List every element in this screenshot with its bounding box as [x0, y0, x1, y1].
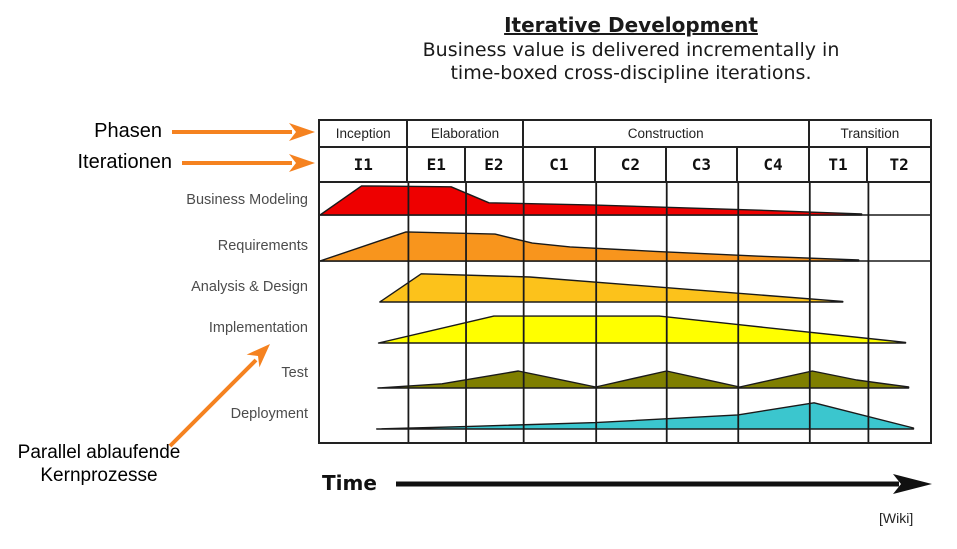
phases-arrow-icon [172, 123, 315, 141]
hump-test [377, 370, 910, 389]
iteration-cell-c4: C4 [738, 148, 810, 183]
hump-deployment [376, 402, 915, 430]
parallel-annotation-line2: Kernprozesse [40, 465, 158, 486]
phases-annotation-label: Phasen [94, 120, 162, 142]
hump-analysis-design [379, 273, 844, 303]
iteration-cell-c1: C1 [523, 148, 597, 183]
iterations-arrow-icon [182, 154, 315, 172]
hump-business-modeling [320, 185, 863, 216]
title-block: Iterative Development Business value is … [322, 12, 940, 85]
iteration-header-row: I1 E1 E2 C1 C2 C3 C4 T1 T2 [320, 148, 930, 183]
discipline-label-implementation: Implementation [208, 320, 308, 336]
iteration-cell-c3: C3 [666, 148, 739, 183]
time-axis-label: Time [322, 471, 377, 495]
page-title: Iterative Development [504, 13, 758, 37]
iteration-cell-t2: T2 [868, 148, 930, 183]
iteration-cell-e1: E1 [408, 148, 467, 183]
time-arrow-icon [396, 474, 932, 494]
iteration-cell-c2: C2 [596, 148, 667, 183]
parallel-arrow-icon [168, 344, 270, 448]
phase-cell-construction: Construction [523, 121, 810, 148]
parallel-annotation-line1: Parallel ablaufende [17, 442, 181, 463]
discipline-label-analysis-design: Analysis & Design [191, 279, 308, 295]
subtitle-line2: time-boxed cross-discipline iterations. [450, 62, 812, 84]
phase-cell-transition: Transition [809, 121, 930, 148]
effort-chart [320, 183, 930, 442]
iteration-table: Inception Elaboration Construction Transiti… [318, 119, 932, 444]
effort-chart-area [320, 183, 930, 442]
source-label: [Wiki] [879, 510, 914, 526]
phase-header-row: Inception Elaboration Construction Transiti… [320, 121, 930, 148]
hump-implementation [377, 315, 907, 344]
iterations-annotation-label: Iterationen [77, 151, 172, 173]
discipline-label-requirements: Requirements [217, 238, 308, 254]
subtitle-line1: Business value is delivered incrementall… [422, 39, 840, 61]
discipline-label-test: Test [281, 365, 308, 381]
iteration-cell-t1: T1 [809, 148, 869, 183]
discipline-label-deployment: Deployment [230, 406, 308, 422]
iteration-cell-i1: I1 [320, 148, 409, 183]
hump-requirements [320, 231, 860, 262]
phase-cell-elaboration: Elaboration [408, 121, 524, 148]
iteration-cell-e2: E2 [466, 148, 524, 183]
discipline-label-business-modeling: Business Modeling [186, 192, 308, 208]
phase-cell-inception: Inception [320, 121, 409, 148]
parallel-annotation: Parallel ablaufende Kernprozesse [0, 441, 198, 487]
